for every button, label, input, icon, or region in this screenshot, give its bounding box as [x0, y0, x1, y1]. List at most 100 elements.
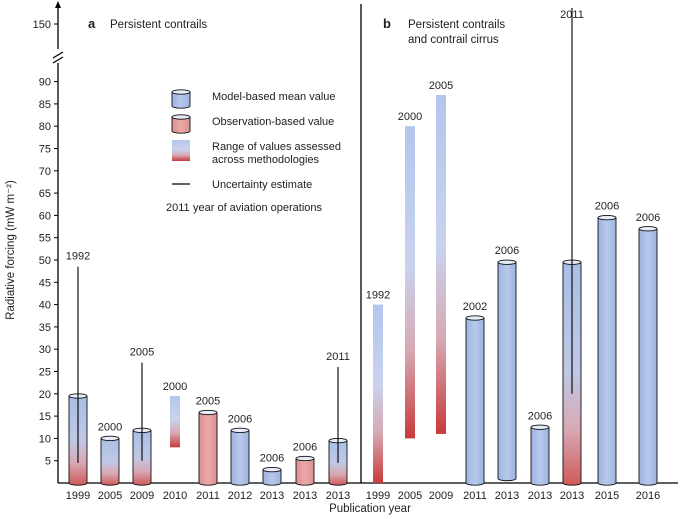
operations-year-label: 2006	[495, 245, 519, 257]
panel-a-title: Persistent contrails	[110, 19, 207, 31]
y-tick-label: 25	[39, 367, 51, 379]
model-bar-top	[597, 214, 617, 221]
y-tick-label: 30	[39, 344, 51, 356]
legend-ops-example-text: year of aviation operations	[193, 202, 323, 214]
operations-year-label: 2006	[228, 413, 252, 425]
observation-bar	[295, 458, 315, 486]
x-tick-label: 2011	[463, 490, 487, 502]
operations-year-label: 2006	[595, 201, 619, 213]
legend-observation-label: Observation-based value	[212, 116, 334, 128]
x-tick-label: 2010	[163, 490, 187, 502]
y-tick-label: 70	[39, 166, 51, 178]
plot-area: 5 10 15 20 25 30 35 40 45 50 55 60 65 70 75 80 85 90 150 19…	[33, 1, 678, 502]
range-bar	[373, 304, 383, 483]
legend-observation-swatch	[171, 117, 191, 134]
y-tick-label: 60	[39, 210, 51, 222]
panel-b-title-line1: Persistent contrails	[408, 19, 505, 31]
x-tick-label: 2011	[196, 490, 220, 502]
observation-bar-top	[295, 455, 315, 462]
model-bar	[597, 217, 617, 486]
range-bar	[436, 94, 446, 434]
operations-year-label: 2000	[98, 421, 122, 433]
operations-year-label: 2011	[560, 9, 584, 21]
x-tick-label: 2013	[260, 490, 284, 502]
y-tick-label: 150	[33, 19, 51, 31]
model-bar-top	[262, 466, 282, 473]
y-tick-label: 15	[39, 411, 51, 423]
legend-model-swatch-top	[171, 89, 191, 95]
model_obs-bar	[100, 438, 120, 486]
model-bar-top	[497, 259, 517, 265]
y-tick-label: 50	[39, 255, 51, 267]
panel-b-title-line2: and contrail cirrus	[408, 34, 499, 46]
operations-year-label: 2006	[293, 441, 317, 453]
model-bar	[638, 228, 658, 486]
legend-model-swatch	[171, 92, 191, 109]
model-bar	[530, 427, 550, 486]
observation-bar-top	[198, 409, 218, 416]
operations-year-label: 2000	[398, 111, 422, 123]
operations-year-label: 2005	[196, 396, 220, 408]
y-axis-break-mark	[52, 56, 64, 64]
range-bar	[405, 126, 415, 439]
y-tick-label: 55	[39, 233, 51, 245]
y-tick-label: 85	[39, 99, 51, 111]
legend-range-swatch	[172, 140, 190, 161]
model-bar-top	[230, 427, 250, 434]
model-bar-top	[638, 226, 658, 232]
x-tick-label: 2013	[293, 490, 317, 502]
x-tick-label: 2016	[636, 490, 660, 502]
legend: Model-based mean value Observation-based…	[166, 91, 341, 214]
x-tick-label: 2009	[429, 490, 453, 502]
x-tick-label: 2013	[528, 490, 552, 502]
y-tick-label: 45	[39, 277, 51, 289]
y-tick-label: 65	[39, 188, 51, 200]
y-tick-label: 20	[39, 389, 51, 401]
x-tick-label: 2009	[130, 490, 154, 502]
operations-year-label: 2005	[130, 347, 154, 359]
model-bar-top	[530, 424, 550, 430]
legend-range-label-line2: across methodologies	[212, 154, 320, 166]
legend-ops-example-year: 2011	[166, 202, 190, 214]
legend-range-label-line1: Range of values assessed	[212, 141, 341, 153]
x-tick-label: 2012	[228, 490, 252, 502]
x-axis-title: Publication year	[329, 503, 411, 515]
y-tick-label: 5	[45, 456, 51, 468]
y-tick-label: 80	[39, 121, 51, 133]
x-tick-label: 2013	[326, 490, 350, 502]
model_obs-bar-top	[100, 435, 120, 442]
x-tick-label: 1999	[366, 490, 390, 502]
model-bar	[262, 469, 282, 486]
model-bar	[465, 317, 485, 486]
legend-observation-swatch-top	[171, 114, 191, 120]
x-tick-label: 2013	[495, 490, 519, 502]
panel-a-letter: a	[88, 16, 96, 31]
y-axis-arrow	[55, 1, 61, 8]
x-tick-label: 2013	[560, 490, 584, 502]
y-axis-break-mark	[52, 51, 64, 59]
model-bar-top	[465, 315, 485, 321]
x-tick-label: 1999	[66, 490, 90, 502]
operations-year-label: 2005	[429, 80, 453, 92]
x-tick-label: 2005	[398, 490, 422, 502]
operations-year-label: 2006	[636, 212, 660, 224]
y-axis-title: Radiative forcing (mW m⁻²)	[5, 180, 17, 320]
operations-year-label: 2002	[463, 301, 487, 313]
legend-model-label: Model-based mean value	[212, 91, 336, 103]
operations-year-label: 2006	[260, 453, 284, 465]
model-bar	[230, 430, 250, 486]
operations-year-label: 2000	[163, 381, 187, 393]
observation-bar	[198, 412, 218, 486]
x-tick-label: 2015	[595, 490, 619, 502]
y-tick-label: 10	[39, 433, 51, 445]
range-bar	[170, 396, 180, 448]
y-tick-label: 40	[39, 300, 51, 312]
panel-b-letter: b	[383, 16, 391, 31]
y-tick-label: 75	[39, 144, 51, 156]
operations-year-label: 1992	[66, 251, 90, 263]
legend-uncertainty-label: Uncertainty estimate	[212, 179, 312, 191]
operations-year-label: 1992	[366, 290, 390, 302]
y-tick-label: 35	[39, 322, 51, 334]
y-tick-label: 90	[39, 77, 51, 89]
